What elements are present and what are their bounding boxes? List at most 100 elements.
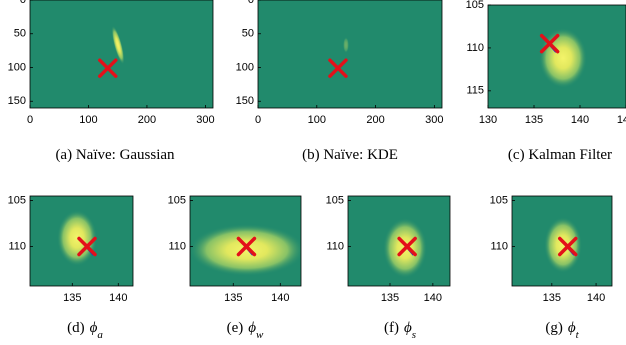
probability-blob	[544, 217, 582, 273]
y-tick-label: 100	[236, 61, 254, 73]
x-tick-label: 0	[255, 114, 261, 126]
x-tick-label: 140	[587, 292, 605, 304]
caption-label: (g)	[545, 320, 563, 336]
x-tick-label: 130	[479, 114, 497, 126]
x-tick-label: 100	[308, 114, 326, 126]
caption: (c) Kalman Filter	[508, 147, 612, 163]
x-tick-label: 135	[381, 292, 399, 304]
caption-label: (d)	[67, 320, 85, 336]
caption-subscript: s	[412, 329, 416, 341]
caption: (g) ϕt	[545, 320, 579, 340]
caption-symbol: ϕ	[568, 320, 576, 336]
panel: 135 140 105 110 (d) ϕa	[8, 194, 134, 341]
panel: 0 100 200 300 0 50 100 150 (b) Naïve: KDE	[236, 0, 444, 163]
y-tick-label: 105	[168, 194, 186, 206]
true-position-cross	[558, 236, 578, 257]
true-position-cross	[98, 58, 118, 78]
plot-frame	[487, 4, 626, 109]
true-position-cross	[328, 58, 348, 78]
true-position-cross	[77, 236, 97, 257]
y-tick-label: 100	[8, 61, 26, 73]
panel: 135 140 105 110 (f) ϕs	[326, 194, 451, 341]
heatmap-area	[343, 37, 349, 53]
true-position-cross	[397, 236, 417, 257]
panel: 130 135 140 145 105 110 115 (c) Kalman Filter	[466, 0, 626, 163]
panel: 135 140 105 110 (e) ϕw	[168, 194, 302, 341]
x-tick-label: 300	[425, 114, 443, 126]
heatmap-area	[111, 25, 125, 65]
plot-frame	[29, 0, 214, 109]
x-tick-label: 145	[617, 114, 626, 126]
y-tick-label: 110	[326, 240, 344, 252]
heatmap-area	[190, 224, 301, 276]
y-tick-label: 110	[8, 240, 26, 252]
heatmap-area	[57, 210, 97, 266]
x-tick-label: 300	[196, 114, 214, 126]
caption-label: (f)	[384, 320, 399, 336]
heatmap-background	[258, 0, 442, 108]
y-tick-label: 0	[248, 0, 254, 6]
caption: (a) Naïve: Gaussian	[55, 147, 175, 163]
caption-subscript: w	[256, 329, 264, 341]
heatmap-area	[544, 217, 582, 273]
caption: (b) Naïve: KDE	[302, 147, 398, 163]
y-tick-label: 110	[466, 42, 484, 54]
x-tick-label: 140	[271, 292, 289, 304]
true-position-cross	[539, 33, 560, 54]
probability-blob	[539, 28, 587, 88]
y-tick-label: 105	[466, 0, 484, 11]
x-tick-label: 200	[366, 114, 384, 126]
caption-subscript: a	[97, 329, 103, 341]
probability-blob	[57, 210, 97, 266]
cross-stroke	[539, 33, 560, 54]
y-tick-label: 150	[8, 95, 26, 107]
y-tick-label: 115	[466, 85, 484, 97]
probability-blob	[111, 25, 125, 65]
cross-stroke	[397, 236, 417, 257]
cross-stroke	[98, 58, 118, 78]
caption-symbol: ϕ	[404, 320, 412, 336]
plot-frame	[257, 0, 443, 109]
caption-subscript: t	[576, 329, 580, 341]
y-tick-label: 150	[236, 95, 254, 107]
caption: (f) ϕs	[384, 320, 416, 340]
caption: (d) ϕa	[67, 320, 103, 340]
y-tick-label: 105	[326, 194, 344, 206]
caption: (e) ϕw	[227, 320, 264, 340]
x-tick-label: 100	[79, 114, 97, 126]
caption-label: (b) Naïve: KDE	[302, 147, 398, 163]
caption-symbol: ϕ	[90, 320, 98, 336]
caption-label: (a) Naïve: Gaussian	[55, 147, 175, 163]
y-tick-label: 105	[490, 194, 508, 206]
y-tick-label: 50	[242, 28, 254, 40]
plot-frame	[511, 195, 613, 287]
cross-stroke	[77, 236, 97, 257]
cross-stroke	[328, 58, 348, 78]
panel: 135 140 105 110 (g) ϕt	[490, 194, 613, 341]
x-tick-label: 140	[571, 114, 589, 126]
x-tick-label: 135	[525, 114, 543, 126]
y-tick-label: 110	[168, 240, 186, 252]
caption-label: (c) Kalman Filter	[508, 147, 612, 163]
x-tick-label: 140	[109, 292, 127, 304]
y-tick-label: 110	[490, 240, 508, 252]
x-tick-label: 135	[63, 292, 81, 304]
cross-stroke	[236, 236, 257, 257]
heatmap-area	[539, 28, 587, 88]
y-tick-label: 50	[14, 28, 26, 40]
probability-blob	[343, 37, 349, 53]
caption-label: (e)	[227, 320, 244, 336]
x-tick-label: 135	[543, 292, 561, 304]
x-tick-label: 0	[27, 114, 33, 126]
plot-frame	[347, 195, 451, 287]
x-tick-label: 140	[424, 292, 442, 304]
plot-frame	[29, 195, 134, 287]
true-position-cross	[236, 236, 257, 257]
x-tick-label: 200	[138, 114, 156, 126]
y-tick-label: 0	[20, 0, 26, 6]
x-tick-label: 135	[224, 292, 242, 304]
y-tick-label: 105	[8, 194, 26, 206]
plot-frame	[189, 195, 302, 287]
panel: 0 100 200 300 0 50 100 150 (a) Naïve: Gaussian	[8, 0, 215, 163]
